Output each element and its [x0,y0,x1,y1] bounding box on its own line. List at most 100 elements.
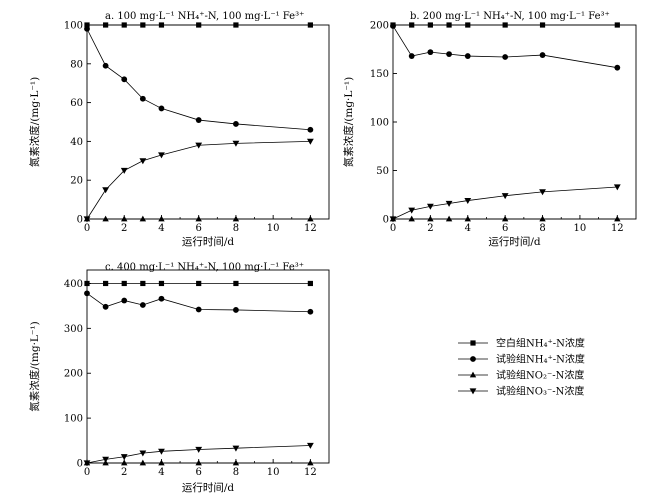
data-point [139,459,147,466]
data-point [233,22,239,28]
y-tick-label: 100 [370,118,389,129]
x-tick-label: 12 [611,223,624,234]
data-point [306,442,314,449]
series-square [84,22,313,28]
data-point [426,203,434,210]
data-point [389,216,397,223]
series-line [392,25,618,69]
data-point [121,459,128,466]
x-tick-label: 12 [304,223,317,234]
series-circle [84,25,314,133]
data-point [232,140,240,147]
data-point [614,22,620,28]
x-tick-label: 8 [539,223,545,234]
data-point [139,95,146,102]
data-point [84,280,90,287]
data-point [102,303,109,310]
data-point [158,295,165,302]
panel-title: b. 200 mg·L⁻¹ NH₄⁺-N, 100 mg·L⁻¹ Fe³⁺ [410,11,610,22]
data-point [121,280,127,287]
data-point [307,22,313,28]
data-point [501,193,509,200]
legend-label: 空白组NH₄⁺-N浓度 [496,337,585,350]
x-tick-label: 6 [196,467,202,478]
data-point [613,184,621,191]
y-axis-label: 氮素浓度/(mg·L⁻¹) [28,321,41,411]
data-point [232,215,240,222]
data-point [195,142,203,149]
legend-marker [470,356,476,362]
panel-title: a. 100 mg·L⁻¹ NH₄⁺-N, 100 mg·L⁻¹ Fe³⁺ [105,11,304,22]
x-tick-label: 8 [233,467,239,478]
data-point [83,216,91,223]
x-tick-label: 2 [427,223,433,234]
y-tick-label: 200 [64,369,83,380]
legend-label: 试验组NO₂⁻-N浓度 [496,369,584,382]
data-point [102,187,110,194]
data-point [539,189,546,196]
y-tick-label: 300 [64,324,83,335]
chart-panel-a: 0 2 4 6 8 10 12 0 20 40 60 80 100 a. 100 mg·L⁻¹ NH₄⁺-… [28,11,330,248]
y-tick-label: 150 [370,69,389,80]
data-point [102,456,110,463]
data-point [158,152,165,159]
data-point [139,450,147,457]
data-point [196,280,202,287]
series-line [86,445,311,464]
chart-panel-c: 0 2 4 6 8 10 12 0 100 200 300 400 c. 400 mg·L⁻¹ NH₄⁺… [28,262,330,494]
series-triangle-down [83,138,314,223]
data-point [465,22,471,28]
data-point [121,76,128,83]
data-point [409,22,415,28]
data-point [390,23,396,29]
y-tick-label: 100 [64,414,83,425]
y-tick-label: 0 [77,459,83,470]
data-point [408,207,416,214]
data-point [502,54,509,60]
data-point [196,22,202,28]
data-point [307,308,314,315]
data-point [445,215,453,222]
data-point [307,280,313,287]
plot-frame [86,24,330,220]
y-tick-label: 0 [383,215,389,226]
data-point [614,215,621,222]
x-tick-label: 0 [84,223,90,234]
y-tick-label: 40 [70,137,83,148]
x-tick-label: 12 [304,467,317,478]
data-point [158,105,165,112]
data-point [501,215,509,222]
series-triangle-down [389,184,621,223]
series-square [390,22,620,28]
series-line [392,186,618,220]
legend-item: 试验组NO₃⁻-N浓度 [458,385,584,398]
x-tick-label: 10 [574,223,587,234]
data-point [195,215,202,222]
legend-label: 试验组NH₄⁺-N浓度 [496,353,585,366]
series-circle [84,290,314,315]
data-point [195,306,202,313]
data-point [539,215,546,222]
x-axis-label: 运行时间/d [488,235,541,248]
x-tick-label: 4 [158,467,164,478]
legend-marker [469,388,477,395]
data-point [427,22,433,28]
x-tick-label: 10 [267,467,280,478]
data-point [139,158,147,165]
legend-marker [469,371,477,378]
series-triangle-up [83,215,314,222]
data-point [233,121,239,127]
data-point [427,49,434,56]
data-point [158,448,165,455]
data-point [102,215,109,222]
series-line [86,293,311,313]
data-point [139,302,146,308]
data-point [232,459,240,466]
x-tick-label: 8 [233,223,239,234]
data-point [158,459,165,466]
x-tick-label: 0 [390,223,396,234]
data-point [158,22,165,28]
data-point [158,215,165,222]
y-tick-label: 60 [70,98,83,109]
